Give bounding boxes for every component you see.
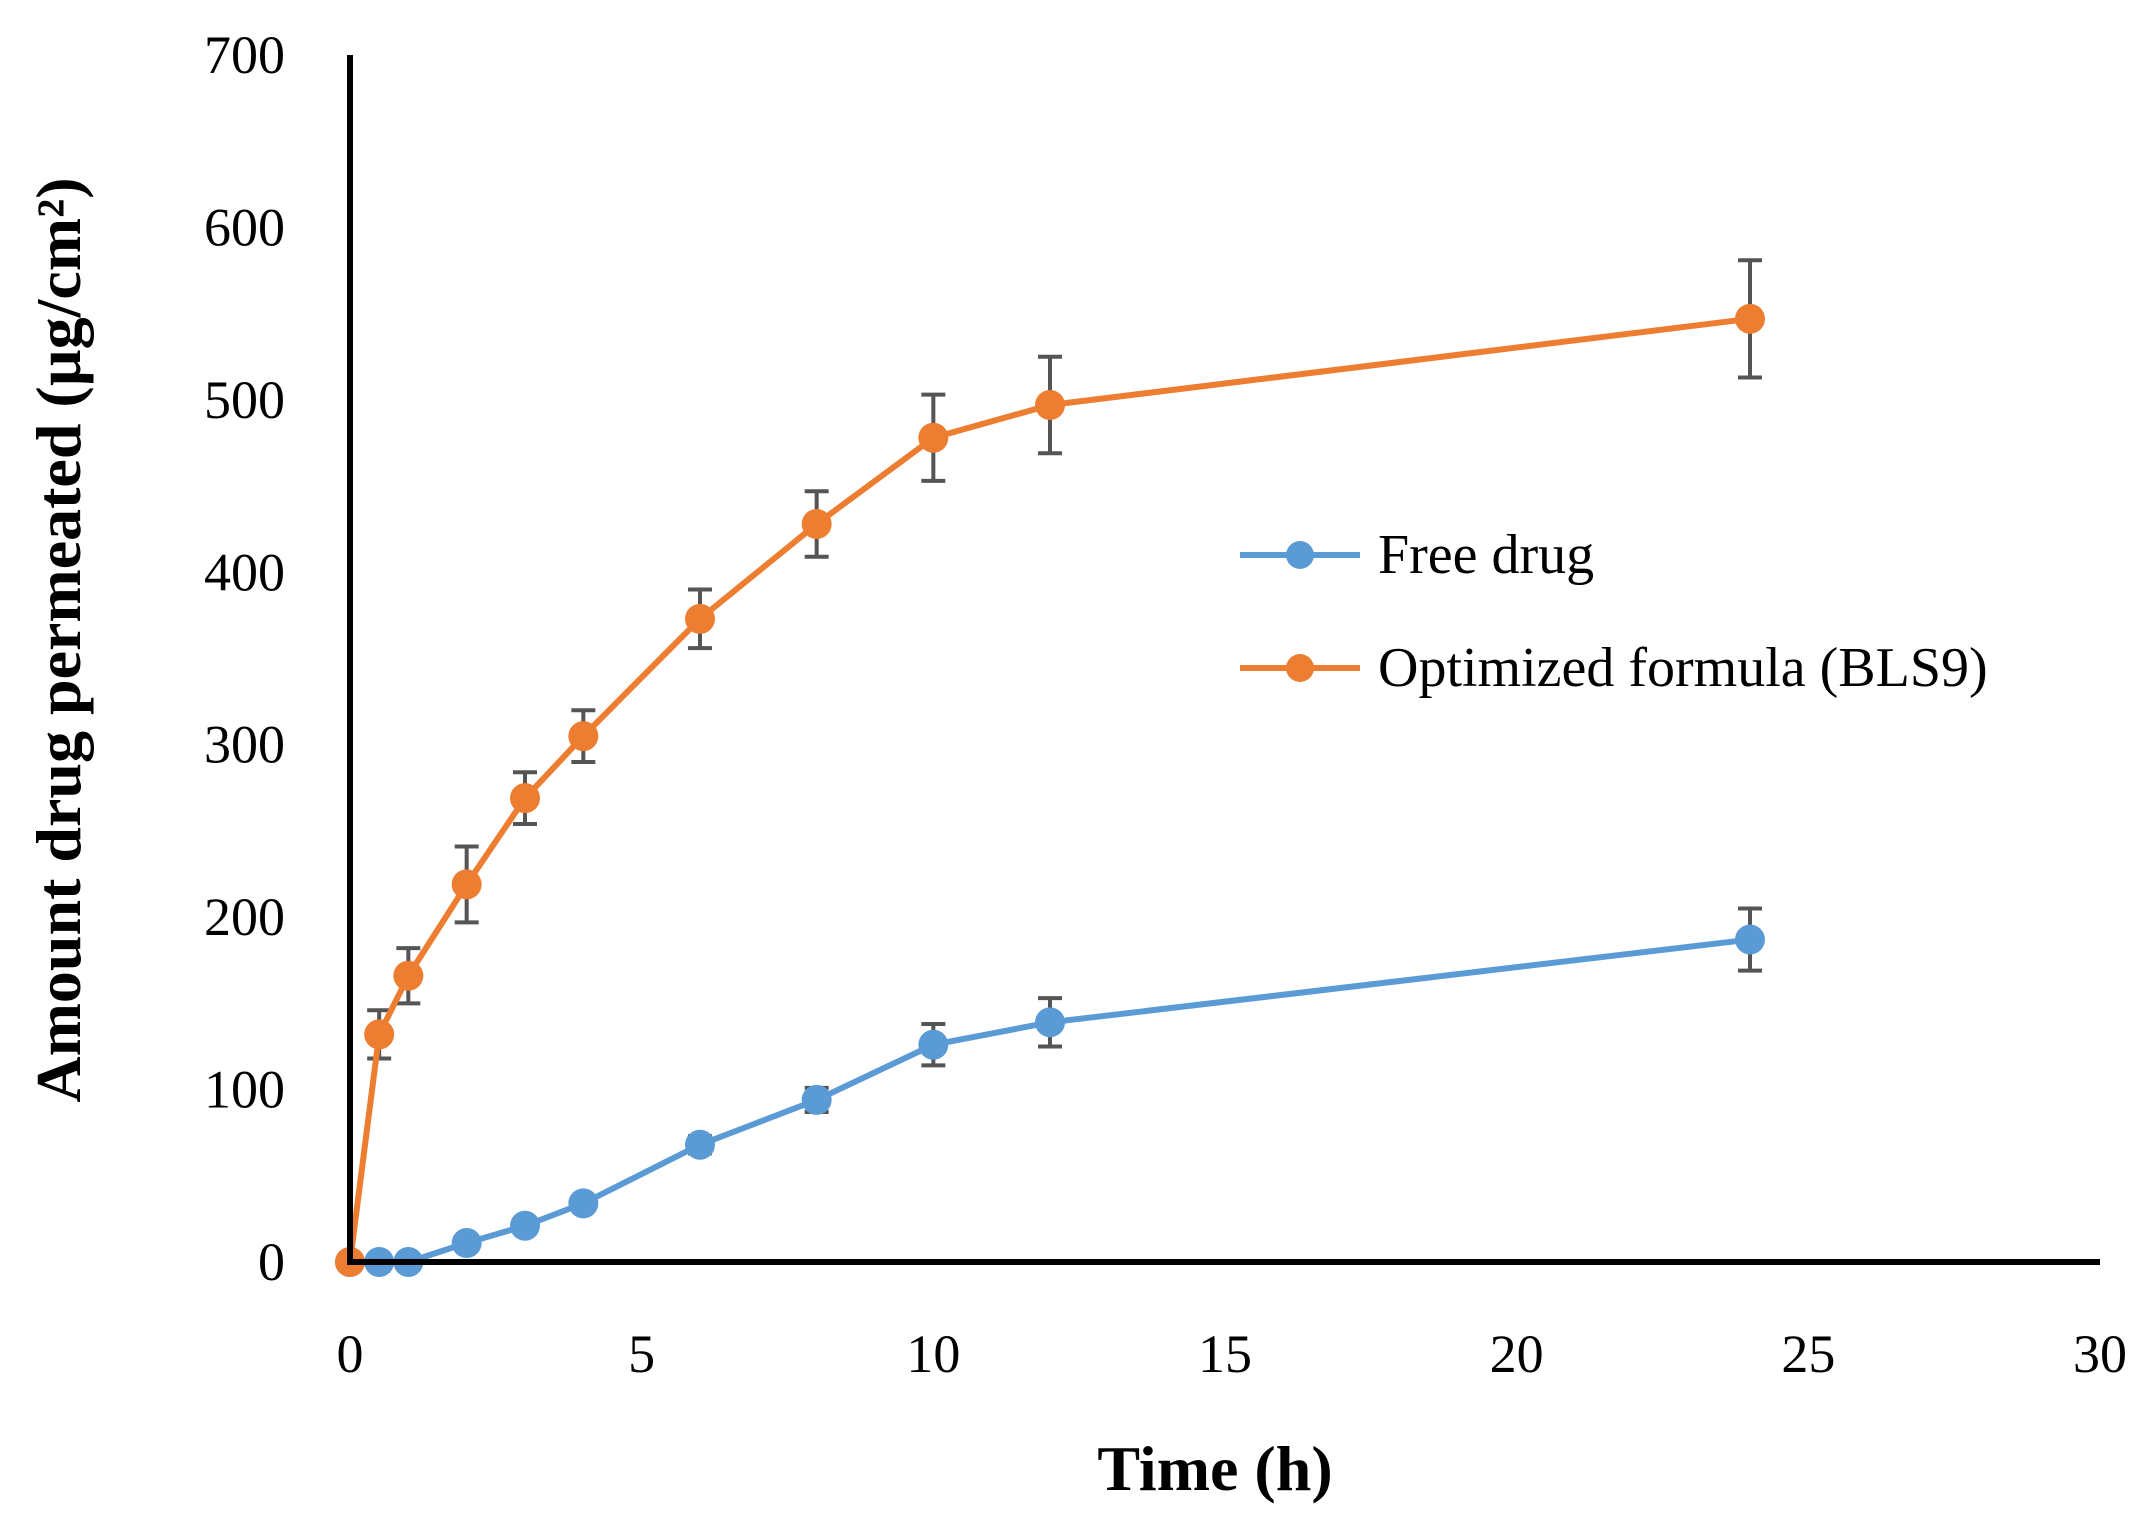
y-tick-label: 500 [204,370,285,430]
y-tick-label: 300 [204,715,285,775]
data-point-optimized-formula [510,783,540,814]
x-tick-label: 0 [337,1324,364,1384]
legend-marker-optimized-formula [1286,654,1314,682]
series-line-optimized-formula [347,315,1751,1263]
y-tick-label: 200 [204,887,285,947]
data-point-optimized-formula [568,721,599,752]
legend-item-free-drug: Free drug [1240,524,1594,586]
axes [347,55,2100,1265]
data-point-free-drug [510,1210,540,1241]
data-point-free-drug [918,1029,949,1060]
y-tick-label: 0 [258,1232,285,1292]
x-axis-title: Time (h) [1097,1433,1332,1504]
data-point-free-drug [568,1188,599,1219]
legend-marker-free-drug [1286,541,1314,569]
data-point-free-drug [685,1129,715,1160]
x-tick-label: 15 [1198,1324,1252,1384]
data-point-free-drug [1735,924,1765,955]
data-point-free-drug [451,1228,482,1259]
y-tick-label: 400 [204,542,285,602]
x-tick-label: 10 [906,1324,960,1384]
data-point-optimized-formula [1735,303,1765,334]
x-tick-label: 5 [628,1324,655,1384]
data-point-optimized-formula [801,509,832,540]
data-point-free-drug [1035,1007,1065,1038]
data-point-free-drug [801,1084,832,1115]
series-line-free-drug [350,936,1751,1265]
error-bars [367,258,1762,1252]
data-point-optimized-formula [1035,390,1065,421]
y-axis-title: Amount drug permeated (µg/cm²) [23,177,94,1102]
data-point-optimized-formula [451,869,482,900]
legend-label-free-drug: Free drug [1378,524,1594,586]
x-tick-label: 20 [1490,1324,1544,1384]
data-point-optimized-formula [364,1019,395,1050]
series-lines [347,315,1751,1265]
x-tick-label: 30 [2073,1324,2127,1384]
y-tick-label: 700 [204,25,285,85]
legend-label-optimized-formula: Optimized formula (BLS9) [1378,637,1988,699]
x-tick-label: 25 [1781,1324,1835,1384]
tick-labels: 0 100 200 300 400 500 600 700 0 5 10 15 20 25 30 [204,25,2127,1384]
y-tick-label: 600 [204,197,285,257]
data-point-optimized-formula [393,960,424,991]
data-point-optimized-formula [918,422,949,453]
legend-item-optimized-formula: Optimized formula (BLS9) [1240,637,1988,699]
legend: Free drug Optimized formula (BLS9) [1240,524,1988,699]
y-tick-label: 100 [204,1060,285,1120]
data-point-optimized-formula [685,603,715,634]
